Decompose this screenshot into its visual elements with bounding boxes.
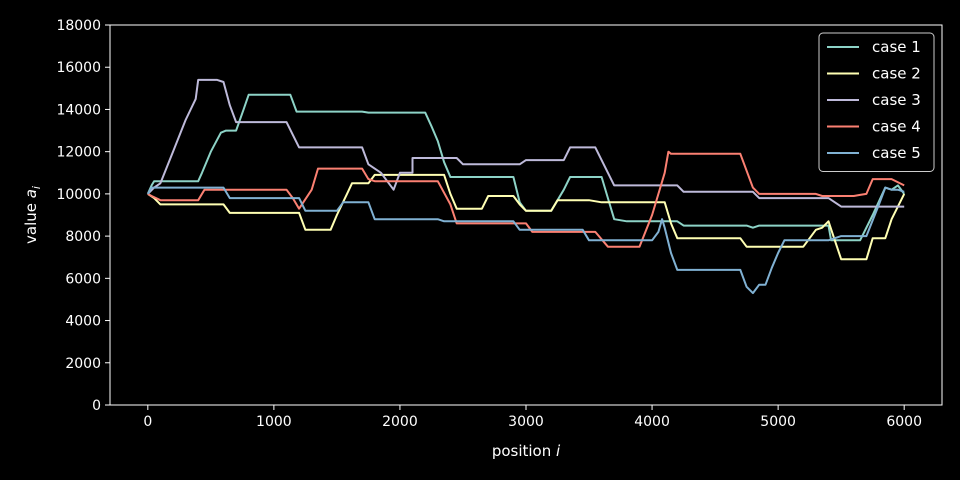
y-tick-label: 16000 — [56, 60, 101, 76]
y-tick-label: 6000 — [65, 271, 101, 287]
x-tick-label: 0 — [143, 414, 152, 430]
legend-box — [818, 32, 935, 172]
x-tick-label: 1000 — [256, 414, 292, 430]
series-line-case-2 — [147, 173, 906, 261]
y-tick-label: 10000 — [56, 187, 101, 203]
plot-lines — [146, 78, 906, 295]
x-tick-label: 5000 — [760, 414, 796, 430]
x-tick-label: 3000 — [508, 414, 544, 430]
legend: case 1 case 2 case 3 case 4 case 5 — [818, 32, 935, 172]
x-tick-label: 4000 — [634, 414, 670, 430]
y-axis-label: value ai — [22, 186, 43, 244]
legend-label: case 5 — [872, 144, 921, 162]
legend-label: case 4 — [872, 118, 921, 136]
y-tick-label: 4000 — [65, 314, 101, 330]
legend-label: case 2 — [872, 65, 921, 83]
y-tick-label: 18000 — [56, 18, 101, 34]
series-line-case-5 — [146, 186, 905, 295]
series-line-case-4 — [147, 150, 905, 248]
x-axis-label: position i — [492, 442, 561, 460]
y-tick-label: 0 — [92, 398, 101, 414]
x-tick-label: 2000 — [382, 414, 418, 430]
legend-label: case 1 — [872, 38, 921, 56]
series-line-case-1 — [146, 93, 906, 242]
y-tick-label: 8000 — [65, 229, 101, 245]
legend-label: case 3 — [872, 91, 921, 109]
y-tick-label: 2000 — [65, 356, 101, 372]
axis-ticks: 0 1000 2000 3000 4000 5000 6000 0 2000 4000 6000 80… — [56, 18, 922, 430]
y-tick-label: 12000 — [56, 145, 101, 161]
x-tick-label: 6000 — [886, 414, 922, 430]
plot-frame — [109, 24, 943, 406]
y-tick-label: 14000 — [56, 102, 101, 118]
